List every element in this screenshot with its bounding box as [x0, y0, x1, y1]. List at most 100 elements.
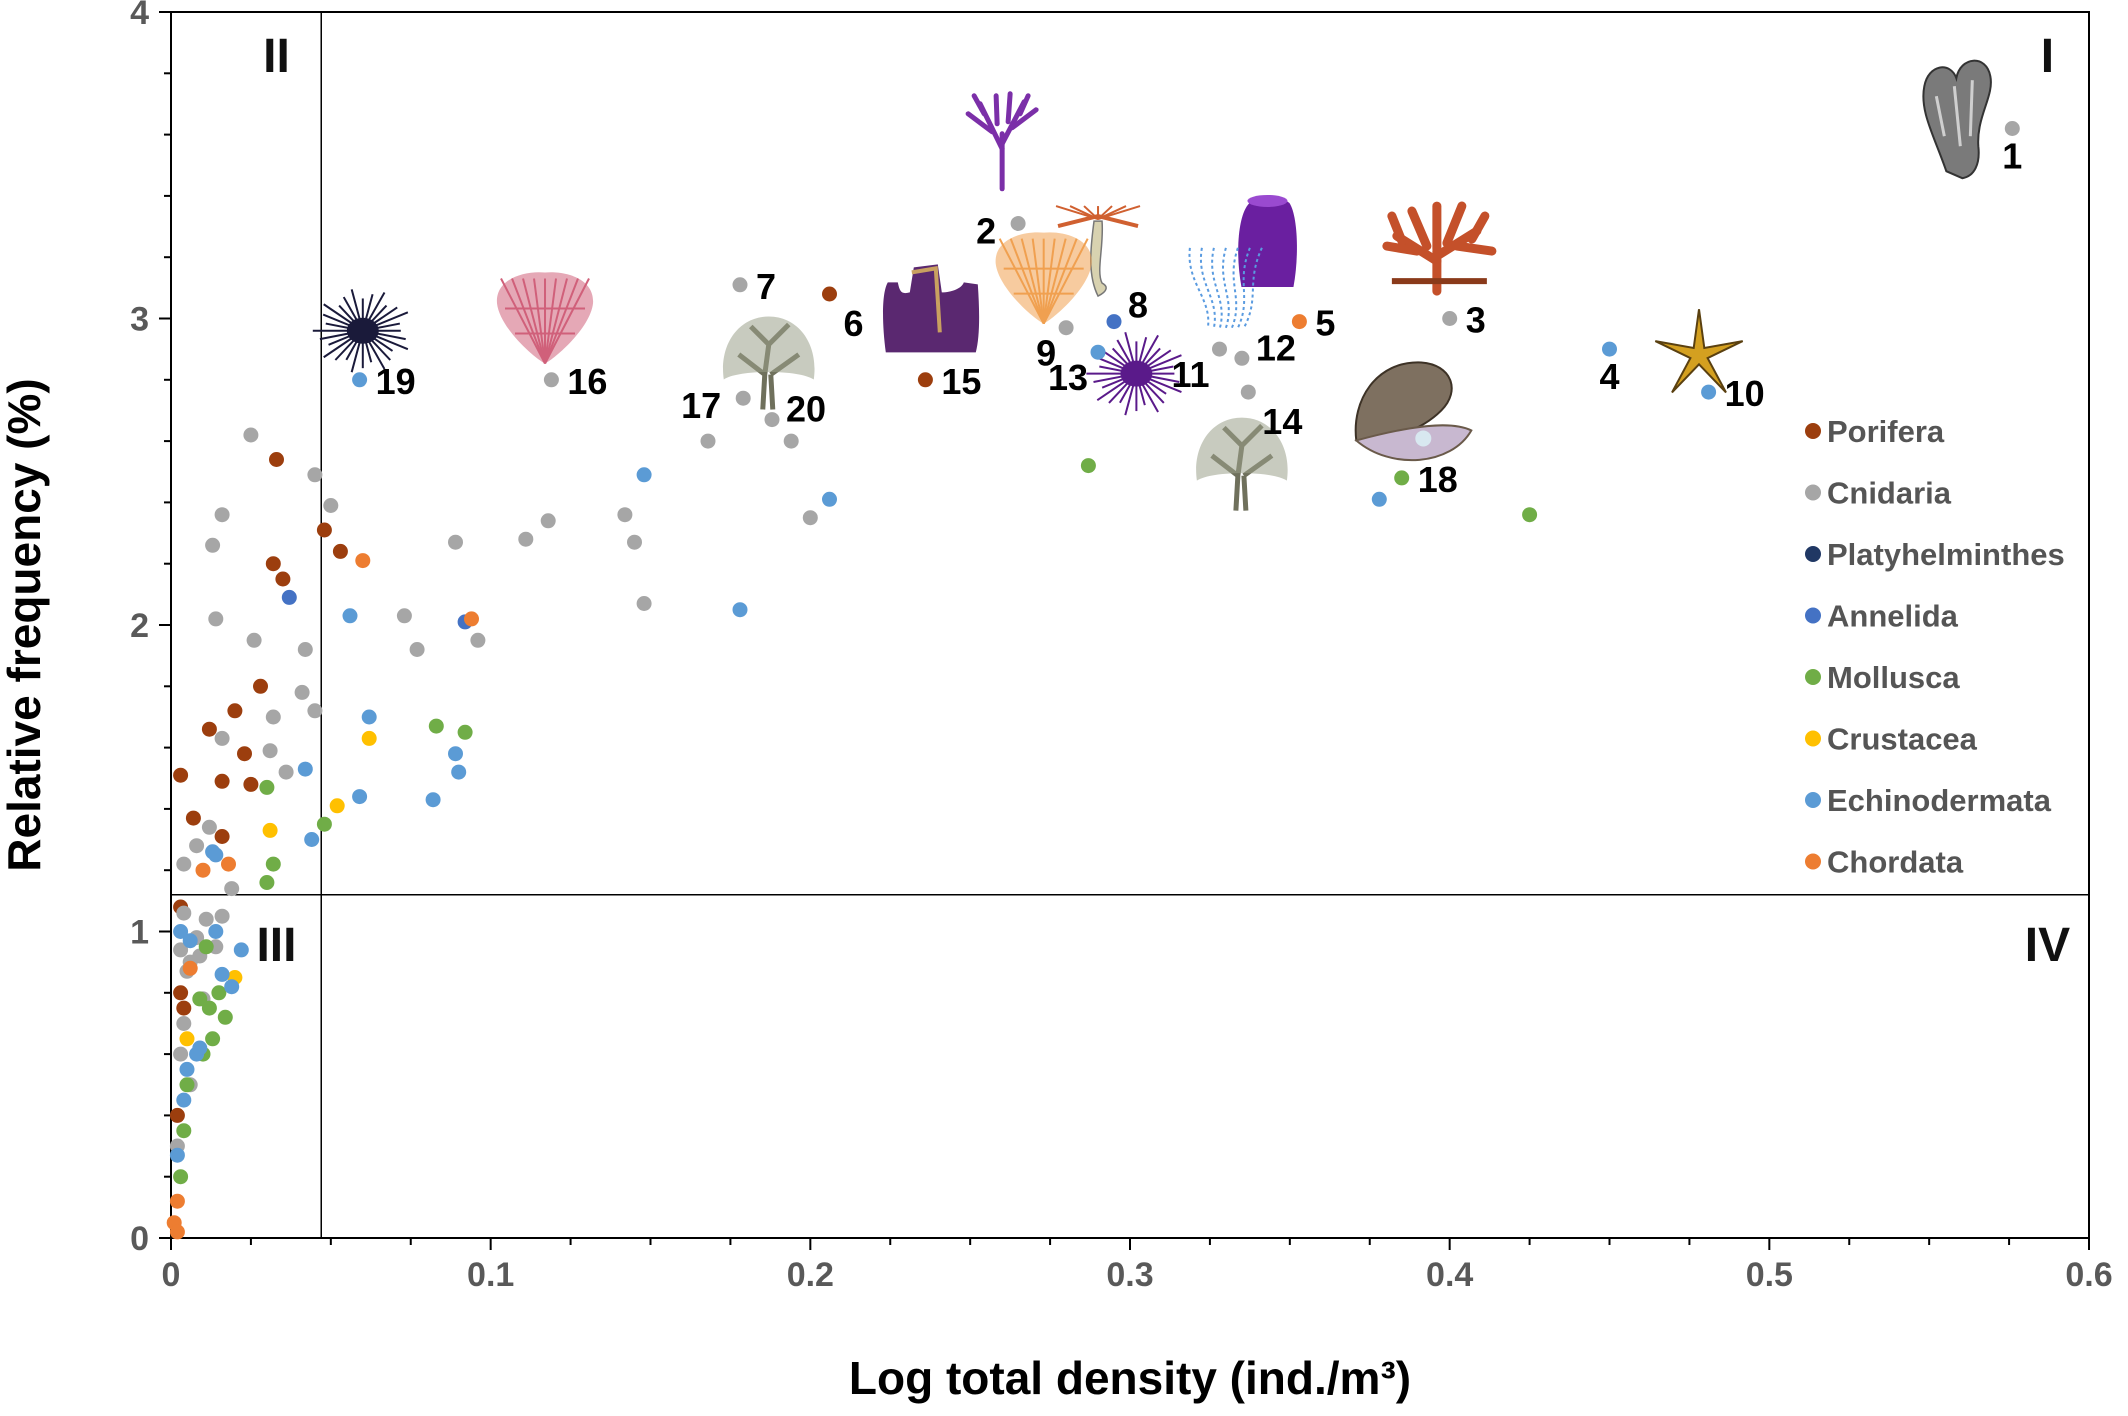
- plot-frame: [170, 11, 2090, 1239]
- quadrant-label-iii: III: [256, 919, 296, 972]
- data-point: [246, 632, 262, 648]
- point-label: 18: [1418, 459, 1458, 500]
- data-point: [294, 684, 310, 700]
- data-point: [396, 608, 412, 624]
- legend-label-crustacea: Crustacea: [1827, 722, 1978, 757]
- purple-urchin-icon: [1086, 331, 1182, 416]
- data-point: [352, 372, 368, 388]
- data-point: [543, 372, 559, 388]
- data-point: [198, 939, 214, 955]
- quadrant-label-iv: IV: [2025, 919, 2070, 972]
- data-point: [185, 810, 201, 826]
- data-point: [259, 875, 275, 890]
- x-tick-label: 0.3: [1106, 1256, 1153, 1294]
- data-point: [361, 709, 377, 725]
- data-point: [428, 718, 444, 734]
- data-point: [265, 856, 281, 872]
- data-point: [179, 1031, 195, 1047]
- legend-swatch-chordata: [1805, 853, 1821, 870]
- data-point: [233, 942, 249, 958]
- data-points: [166, 121, 2020, 1240]
- data-point: [182, 960, 198, 976]
- data-point: [265, 556, 281, 572]
- data-point: [1291, 314, 1307, 330]
- red-coral-icon: [1382, 201, 1497, 296]
- point-label: 5: [1315, 303, 1335, 344]
- data-point: [735, 390, 751, 406]
- y-tick-label: 0: [130, 1220, 149, 1258]
- hydroid-icon: [1188, 247, 1263, 329]
- data-point: [201, 819, 217, 835]
- data-point: [179, 1061, 195, 1077]
- data-point: [332, 543, 348, 559]
- legend-label-cnidaria: Cnidaria: [1827, 476, 1952, 511]
- data-point: [176, 905, 192, 921]
- data-point: [211, 985, 227, 1001]
- data-point: [169, 1107, 185, 1123]
- data-point: [173, 1046, 189, 1062]
- data-point: [617, 507, 633, 523]
- data-point: [169, 1147, 185, 1163]
- data-point: [176, 1016, 192, 1031]
- x-axis-title: Log total density (ind./m³): [849, 1352, 1411, 1404]
- data-point: [192, 1040, 208, 1056]
- pink-gorgonian-icon: [496, 272, 594, 364]
- legend-label-chordata: Chordata: [1827, 845, 1964, 880]
- data-point: [352, 789, 368, 805]
- x-tick-label: 0.1: [467, 1256, 514, 1294]
- legend-swatch-echinodermata: [1805, 792, 1821, 808]
- data-point: [1602, 341, 1617, 357]
- point-label: 15: [941, 361, 981, 402]
- data-point: [176, 1092, 192, 1108]
- series-porifera: [169, 286, 933, 1123]
- legend-label-echinodermata: Echinodermata: [1827, 783, 2052, 818]
- data-point: [764, 412, 780, 428]
- data-point: [243, 776, 259, 792]
- quadrant-label-ii: II: [263, 30, 290, 83]
- point-label: 16: [567, 361, 607, 402]
- organism-illustrations: [312, 59, 1992, 511]
- series-echinodermata: [169, 341, 1717, 1163]
- legend-swatch-porifera: [1805, 423, 1821, 439]
- point-label: 17: [681, 385, 721, 426]
- data-point: [1090, 344, 1106, 360]
- legend-label-platyhelminthes: Platyhelminthes: [1827, 537, 2065, 572]
- data-point: [237, 746, 252, 762]
- data-point: [355, 553, 371, 569]
- point-label: 10: [1725, 373, 1765, 414]
- data-point: [307, 467, 323, 483]
- data-point: [448, 746, 463, 762]
- y-tick-label: 1: [130, 914, 149, 952]
- data-point: [457, 724, 473, 740]
- data-point: [205, 1031, 221, 1047]
- data-point: [169, 1193, 185, 1209]
- sea-urchin-icon: [312, 289, 409, 373]
- data-point: [214, 730, 230, 746]
- data-point: [214, 773, 230, 789]
- data-point: [221, 856, 236, 872]
- data-point: [243, 427, 259, 443]
- data-point: [1701, 384, 1717, 400]
- data-point: [627, 534, 642, 550]
- data-point: [173, 1169, 189, 1185]
- data-point: [169, 1224, 185, 1240]
- point-label: 12: [1256, 327, 1296, 368]
- point-label: 9: [1036, 333, 1056, 374]
- point-label: 19: [376, 361, 416, 402]
- data-point: [195, 862, 211, 878]
- data-point: [1522, 507, 1538, 523]
- data-point: [822, 286, 837, 302]
- data-point: [297, 642, 313, 657]
- data-point: [189, 838, 205, 854]
- data-point: [700, 433, 716, 449]
- legend-swatch-platyhelminthes: [1805, 546, 1821, 562]
- data-point: [1212, 341, 1227, 357]
- data-point: [316, 816, 332, 832]
- data-point: [802, 510, 818, 526]
- legend-label-porifera: Porifera: [1827, 414, 1945, 449]
- data-point: [259, 779, 275, 795]
- data-point: [1106, 314, 1122, 330]
